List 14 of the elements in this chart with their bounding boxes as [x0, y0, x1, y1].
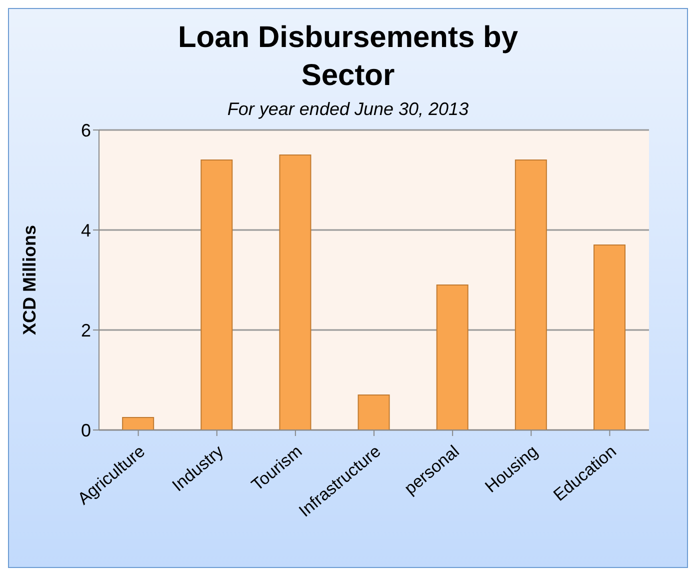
- chart-subtitle: For year ended June 30, 2013: [226, 99, 470, 120]
- bar: [514, 160, 547, 430]
- chart-title: Loan Disbursements by Sector: [176, 20, 520, 94]
- y-tick-label: 6: [80, 120, 91, 140]
- bar: [358, 394, 390, 430]
- bar: [594, 244, 626, 430]
- bar: [122, 417, 154, 430]
- y-tick-label: 0: [80, 420, 91, 440]
- bar: [200, 160, 233, 430]
- y-tick-label: 4: [80, 220, 91, 240]
- bar: [436, 284, 468, 430]
- y-axis-title: XCD Millions: [19, 224, 40, 336]
- y-tick-label: 2: [80, 320, 91, 340]
- bar: [279, 154, 312, 430]
